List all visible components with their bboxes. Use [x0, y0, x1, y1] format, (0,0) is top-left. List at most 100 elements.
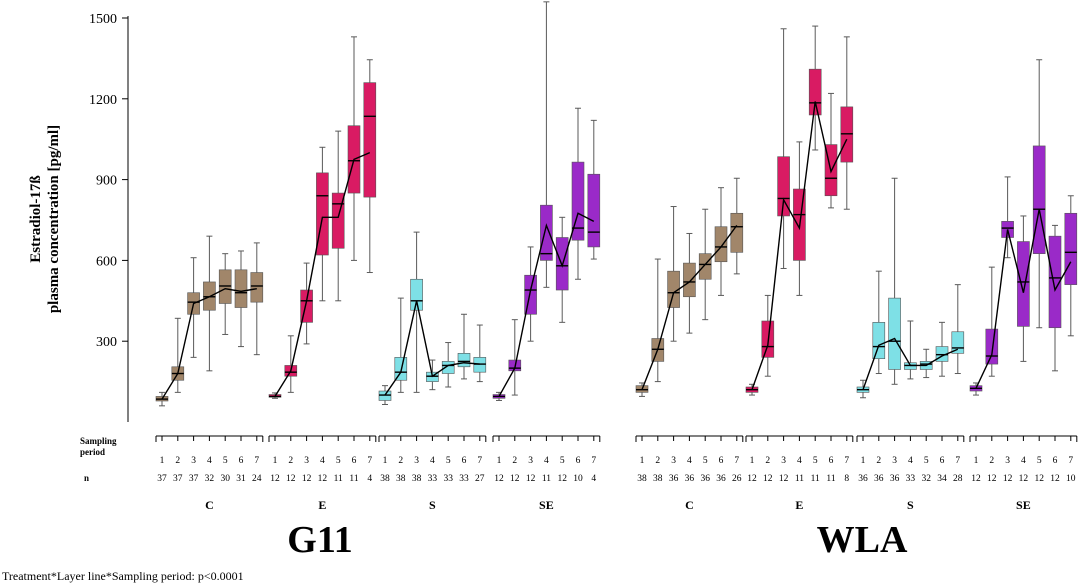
axis-g11-se: 1 12 2 12 3 12 4 11 5 12 6 10 7 4 SE	[492, 435, 601, 512]
n-label-wla-se-5: 12	[1034, 474, 1044, 484]
group-wla-c	[635, 177, 744, 397]
period-label-wla-se-4: 4	[1021, 456, 1026, 466]
axis-g11-c: 1 37 2 37 3 37 4 32 5 30 6 31 7 24 C	[155, 435, 264, 512]
period-label-wla-c-1: 1	[640, 456, 645, 466]
period-label-wla-c-2: 2	[655, 456, 660, 466]
y-tick-label-600: 600	[96, 254, 117, 269]
period-label-wla-se-1: 1	[974, 456, 979, 466]
box-g11-e-p4	[316, 146, 329, 302]
period-label-wla-c-7: 7	[734, 456, 739, 466]
box-wla-e-p7	[840, 36, 854, 210]
box-g11-e-p7	[363, 59, 377, 274]
n-label-wla-se-7: 10	[1066, 474, 1076, 484]
box-wla-se-p6	[1048, 224, 1062, 372]
n-label-wla-s-3: 36	[890, 474, 900, 484]
box-g11-e-p2	[284, 335, 298, 393]
box-g11-c-p3	[187, 257, 200, 358]
period-label-g11-s-3: 3	[414, 456, 419, 466]
n-label-g11-e-5: 11	[334, 474, 343, 484]
group-wla-s	[856, 177, 965, 399]
box-g11-c-p6-iqr	[234, 269, 248, 308]
box-wla-e-p4	[793, 141, 806, 296]
n-label-g11-e-1: 12	[270, 474, 280, 484]
y-tick-label-1200: 1200	[89, 93, 117, 108]
box-wla-c-p5-iqr	[698, 253, 712, 280]
box-wla-s-p3-iqr	[888, 297, 901, 370]
axis-wla-se: 1 12 2 12 3 12 4 12 5 12 6 12 7 10 SE	[969, 435, 1078, 512]
y-tick-label-1500: 1500	[89, 12, 117, 27]
box-g11-s-p1	[378, 385, 392, 405]
period-label-wla-c-4: 4	[687, 456, 692, 466]
n-label-g11-c-7: 24	[252, 474, 262, 484]
box-wla-c-p2	[651, 258, 665, 383]
treatment-label-wla-s: S	[907, 498, 914, 512]
group-g11-s	[378, 231, 487, 405]
period-label-wla-s-1: 1	[861, 456, 866, 466]
box-wla-s-p2	[872, 270, 886, 375]
line-name-wla: WLA	[817, 519, 908, 561]
box-wla-se-p2-iqr	[985, 328, 999, 365]
plot-area	[155, 1, 1078, 407]
period-label-wla-e-5: 5	[813, 456, 818, 466]
period-label-g11-se-7: 7	[591, 456, 596, 466]
period-label-g11-e-6: 6	[352, 456, 357, 466]
box-g11-s-p7	[473, 324, 487, 383]
period-label-g11-se-5: 5	[560, 456, 565, 466]
box-g11-s-p6-iqr	[457, 353, 471, 368]
period-label-wla-se-5: 5	[1037, 456, 1042, 466]
period-label-g11-c-5: 5	[223, 456, 228, 466]
box-wla-se-p4-iqr	[1017, 241, 1030, 327]
n-label-wla-c-2: 38	[653, 474, 663, 484]
box-g11-se-p7-iqr	[587, 173, 601, 248]
sampling-period-row-label: Sampling period	[80, 436, 119, 457]
n-label-wla-se-4: 12	[1019, 474, 1029, 484]
n-label-wla-c-3: 36	[669, 474, 679, 484]
period-label-g11-e-2: 2	[288, 456, 293, 466]
n-label-wla-c-1: 38	[637, 474, 647, 484]
n-label-g11-se-6: 10	[573, 474, 583, 484]
x-axis-groups: 137237337432530631724C112212312412511611…	[155, 435, 1078, 512]
period-label-g11-e-1: 1	[273, 456, 278, 466]
mean-line-wla-c	[641, 224, 738, 390]
box-wla-s-p2-iqr	[872, 322, 886, 360]
period-label-g11-e-5: 5	[336, 456, 341, 466]
box-g11-s-p2-iqr	[394, 357, 408, 381]
box-wla-s-p7-iqr	[951, 331, 965, 354]
footnote: Treatment*Layer line*Sampling period: p<…	[2, 569, 244, 583]
box-g11-s-p3	[410, 231, 423, 393]
box-g11-s-p6	[457, 313, 471, 380]
box-wla-se-p7-iqr	[1064, 212, 1078, 285]
box-g11-c-p6	[234, 250, 248, 348]
n-label-wla-e-1: 12	[747, 474, 757, 484]
box-wla-c-p4-iqr	[683, 262, 696, 298]
period-label-wla-e-6: 6	[829, 456, 834, 466]
box-wla-e-p3	[777, 28, 790, 269]
n-label-wla-s-2: 36	[874, 474, 884, 484]
box-wla-e-p5-iqr	[808, 68, 822, 116]
period-label-g11-s-6: 6	[462, 456, 467, 466]
box-g11-se-p4	[540, 1, 553, 288]
box-g11-se-p4-iqr	[540, 204, 553, 261]
period-label-g11-s-2: 2	[398, 456, 403, 466]
n-label-g11-c-2: 37	[173, 474, 183, 484]
period-label-g11-c-2: 2	[175, 456, 180, 466]
n-label-g11-c-1: 37	[157, 474, 167, 484]
group-wla-se	[969, 59, 1078, 396]
n-label-g11-s-5: 33	[443, 474, 453, 484]
box-g11-e-p6	[347, 36, 361, 261]
y-axis-label-line2: plasma concentration [pg/ml]	[46, 125, 62, 313]
y-axis: 300 600 900 1200 1500 Estradiol-17ß plasma c…	[28, 12, 129, 422]
n-label-wla-s-7: 28	[953, 474, 963, 484]
period-label-wla-s-3: 3	[892, 456, 897, 466]
period-label-wla-se-3: 3	[1005, 456, 1010, 466]
mean-line-g11-c	[161, 287, 257, 400]
n-label-wla-e-3: 12	[779, 474, 789, 484]
axis-wla-s: 1 36 2 36 3 36 4 33 5 32 6 34 7 28 S	[856, 435, 965, 512]
n-row-label: n	[84, 473, 89, 483]
n-label-wla-e-5: 11	[811, 474, 820, 484]
n-label-wla-c-5: 36	[700, 474, 710, 484]
box-wla-c-p3	[667, 206, 680, 342]
period-label-g11-c-3: 3	[191, 456, 196, 466]
treatment-label-g11-se: SE	[539, 498, 554, 512]
box-g11-c-p7-iqr	[250, 272, 264, 303]
